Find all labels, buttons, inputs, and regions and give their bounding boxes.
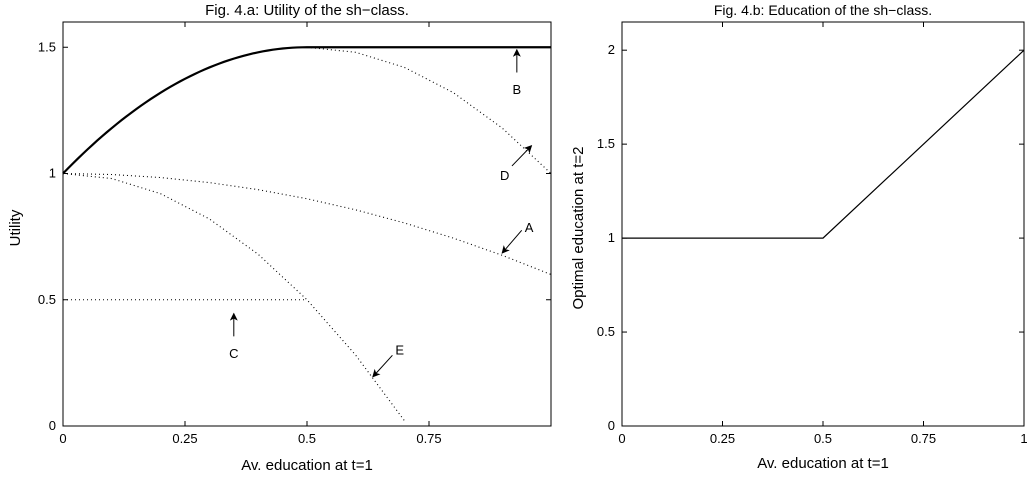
x-tick-label: 0.5 — [298, 431, 316, 446]
y-tick-label: 0.5 — [38, 292, 56, 307]
annotation-label-A: A — [525, 220, 534, 235]
annotation-label-D: D — [500, 168, 509, 183]
x-tick-label: 0.75 — [416, 431, 441, 446]
chart-title: Fig. 4.a: Utility of the sh−class. — [205, 2, 409, 19]
x-tick-label: 0.75 — [911, 431, 936, 446]
series-line-2 — [306, 46, 552, 174]
chart-education: Fig. 4.b: Education of the sh−class. Av. … — [570, 2, 1028, 472]
chart-title: Fig. 4.b: Education of the sh−class. — [714, 2, 932, 18]
y-tick-label: 0 — [49, 418, 56, 433]
plot-frame — [621, 21, 1025, 427]
annotation-label-B: B — [513, 82, 522, 97]
series-line-1 — [622, 49, 1025, 239]
annotation-arrow-D — [511, 145, 533, 167]
y-tick-label: 2 — [608, 42, 615, 57]
annotation-arrow-A — [501, 229, 523, 254]
y-axis-label: Utility — [7, 209, 24, 246]
x-tick-label: 0.5 — [814, 431, 832, 446]
y-tick-label: 0 — [608, 418, 615, 433]
y-tick-label: 1.5 — [597, 136, 615, 151]
x-tick-label: 0.25 — [710, 431, 735, 446]
annotation-label-C: C — [229, 346, 238, 361]
series-line-1 — [62, 46, 551, 175]
y-tick-label: 1 — [49, 166, 56, 181]
x-tick-label: 1 — [1020, 431, 1027, 446]
y-tick-label: 1 — [608, 230, 615, 245]
series-line-4 — [62, 172, 406, 422]
y-axis-label: Optimal education at t=2 — [570, 146, 587, 309]
x-axis-label: Av. education at t=1 — [241, 457, 373, 474]
plot-frame — [62, 21, 552, 427]
x-tick-label: 0.25 — [172, 431, 197, 446]
annotation-arrow-E — [372, 354, 393, 378]
y-tick-label: 1.5 — [38, 39, 56, 54]
chart-utility: Fig. 4.a: Utility of the sh−class. Av. ed… — [7, 2, 552, 474]
annotation-label-E: E — [395, 342, 404, 357]
x-tick-label: 0 — [618, 431, 625, 446]
series-line-3 — [62, 172, 552, 276]
x-tick-label: 0 — [59, 431, 66, 446]
y-tick-label: 0.5 — [597, 324, 615, 339]
x-axis-label: Av. education at t=1 — [757, 455, 889, 472]
